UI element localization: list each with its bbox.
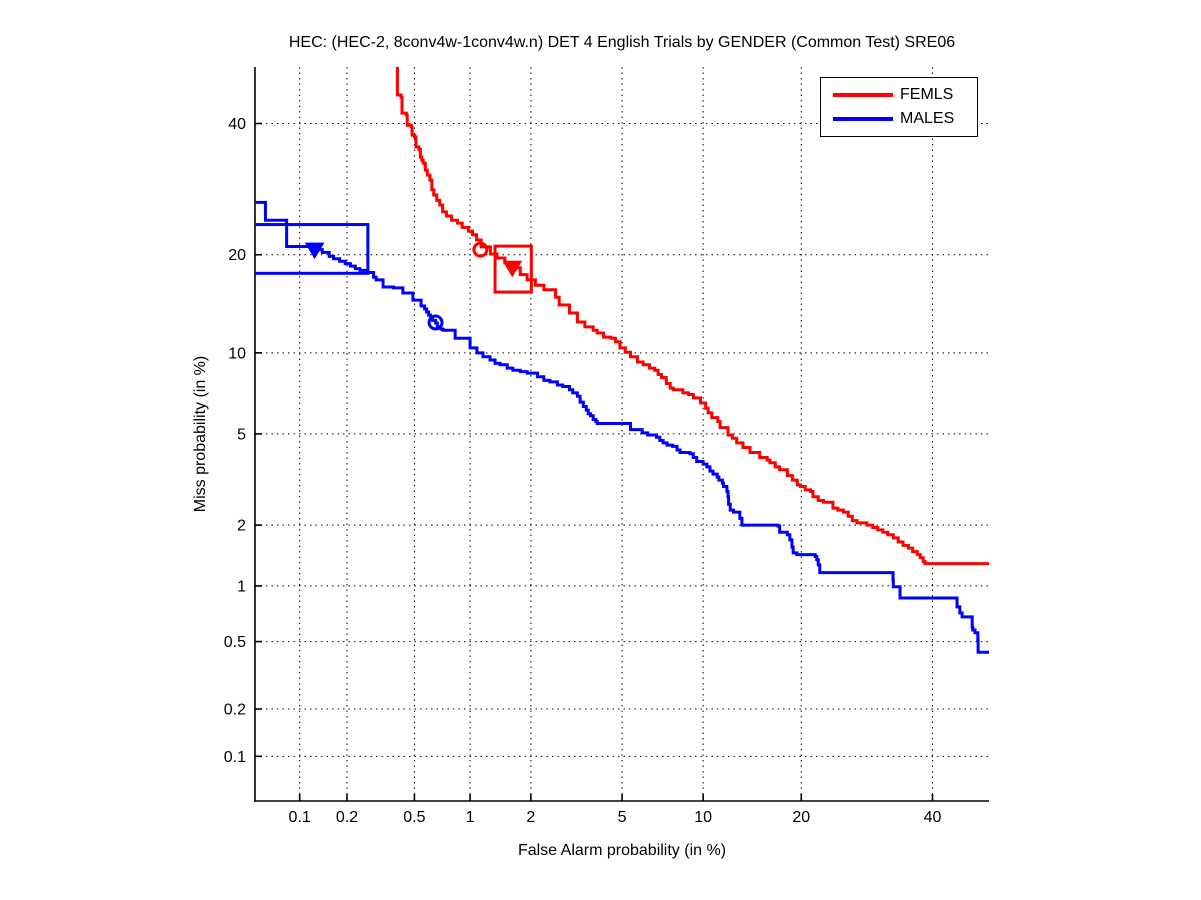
axes [254, 67, 989, 802]
x-tick-label: 0.5 [403, 809, 425, 826]
y-tick-label: 40 [228, 116, 246, 133]
x-tick-label: 0.1 [289, 809, 311, 826]
x-tick-label: 20 [792, 809, 810, 826]
y-tick-label: 10 [228, 345, 246, 362]
y-tick-label: 5 [237, 426, 246, 443]
legend-entry-femls: FEMLS [821, 85, 977, 103]
males-curve [255, 200, 989, 654]
males-triangle-marker [304, 242, 325, 260]
femls-curve [395, 67, 989, 566]
femls-box-marker [493, 244, 533, 294]
males-line-swatch [833, 117, 893, 122]
femls-line-swatch [833, 92, 893, 97]
x-axis-label: False Alarm probability (in %) [517, 842, 727, 859]
x-tick-label: 2 [526, 809, 535, 826]
legend-entry-males: MALES [821, 111, 977, 127]
chart-title: HEC: (HEC-2, 8conv4w-1conv4w.n) DET 4 En… [288, 34, 956, 51]
males-box-marker [255, 223, 370, 275]
tick-marks [255, 122, 934, 801]
males-group [255, 200, 989, 654]
femls-circle-marker [472, 241, 489, 258]
x-tick-label: 1 [466, 809, 475, 826]
tick-labels: 0.1 0.2 0.5 1 2 5 10 20 40 0.1 0.2 0.5 1 2 5 10 20 40 [224, 116, 942, 826]
y-tick-label: 20 [228, 247, 246, 264]
x-tick-label: 0.2 [336, 809, 358, 826]
gridlines [255, 67, 989, 801]
legend: FEMLS MALES [820, 77, 978, 137]
y-tick-label: 0.1 [224, 749, 246, 766]
males-circle-marker [427, 314, 444, 331]
femls-group [395, 67, 989, 566]
males-legend-label: MALES [900, 110, 955, 128]
femls-legend-label: FEMLS [900, 85, 954, 103]
y-tick-label: 0.2 [224, 702, 246, 719]
x-tick-label: 5 [618, 809, 627, 826]
x-tick-label: 40 [924, 809, 942, 826]
y-tick-label: 1 [237, 578, 246, 595]
y-tick-label: 2 [237, 518, 246, 535]
x-tick-label: 10 [694, 809, 712, 826]
y-tick-label: 0.5 [224, 634, 246, 651]
femls-triangle-marker [502, 260, 523, 278]
